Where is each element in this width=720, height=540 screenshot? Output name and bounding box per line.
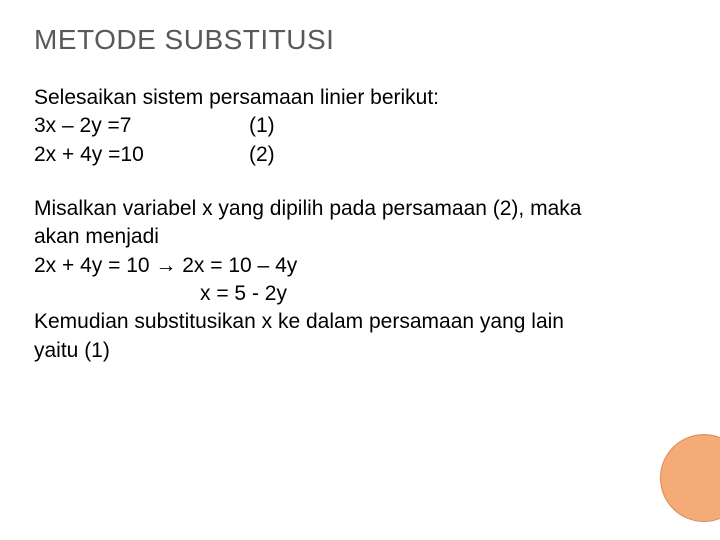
eq2-number: (2) <box>249 141 275 169</box>
equations-block: Selesaikan sistem persamaan linier berik… <box>34 84 686 169</box>
exp-line-5: Kemudian substitusikan x ke dalam persam… <box>34 308 686 336</box>
exp-line-6: yaitu (1) <box>34 337 686 365</box>
eq1-number: (1) <box>249 112 275 140</box>
slide-title: METODE SUBSTITUSI <box>34 24 686 56</box>
explanation-block: Misalkan variabel x yang dipilih pada pe… <box>34 195 686 365</box>
decorative-circle <box>660 434 720 522</box>
exp-line-2: akan menjadi <box>34 223 686 251</box>
exp-line-3: 2x + 4y = 10 → 2x = 10 – 4y <box>34 252 686 280</box>
slide: METODE SUBSTITUSI Selesaikan sistem pers… <box>0 0 720 540</box>
equation-2: 2x + 4y =10 (2) <box>34 141 686 169</box>
equation-1: 3x – 2y =7 (1) <box>34 112 686 140</box>
eq1-expression: 3x – 2y =7 <box>34 112 249 140</box>
exp-line-4: x = 5 - 2y <box>34 280 686 308</box>
intro-line: Selesaikan sistem persamaan linier berik… <box>34 84 686 112</box>
eq2-expression: 2x + 4y =10 <box>34 141 249 169</box>
exp-line-1: Misalkan variabel x yang dipilih pada pe… <box>34 195 686 223</box>
